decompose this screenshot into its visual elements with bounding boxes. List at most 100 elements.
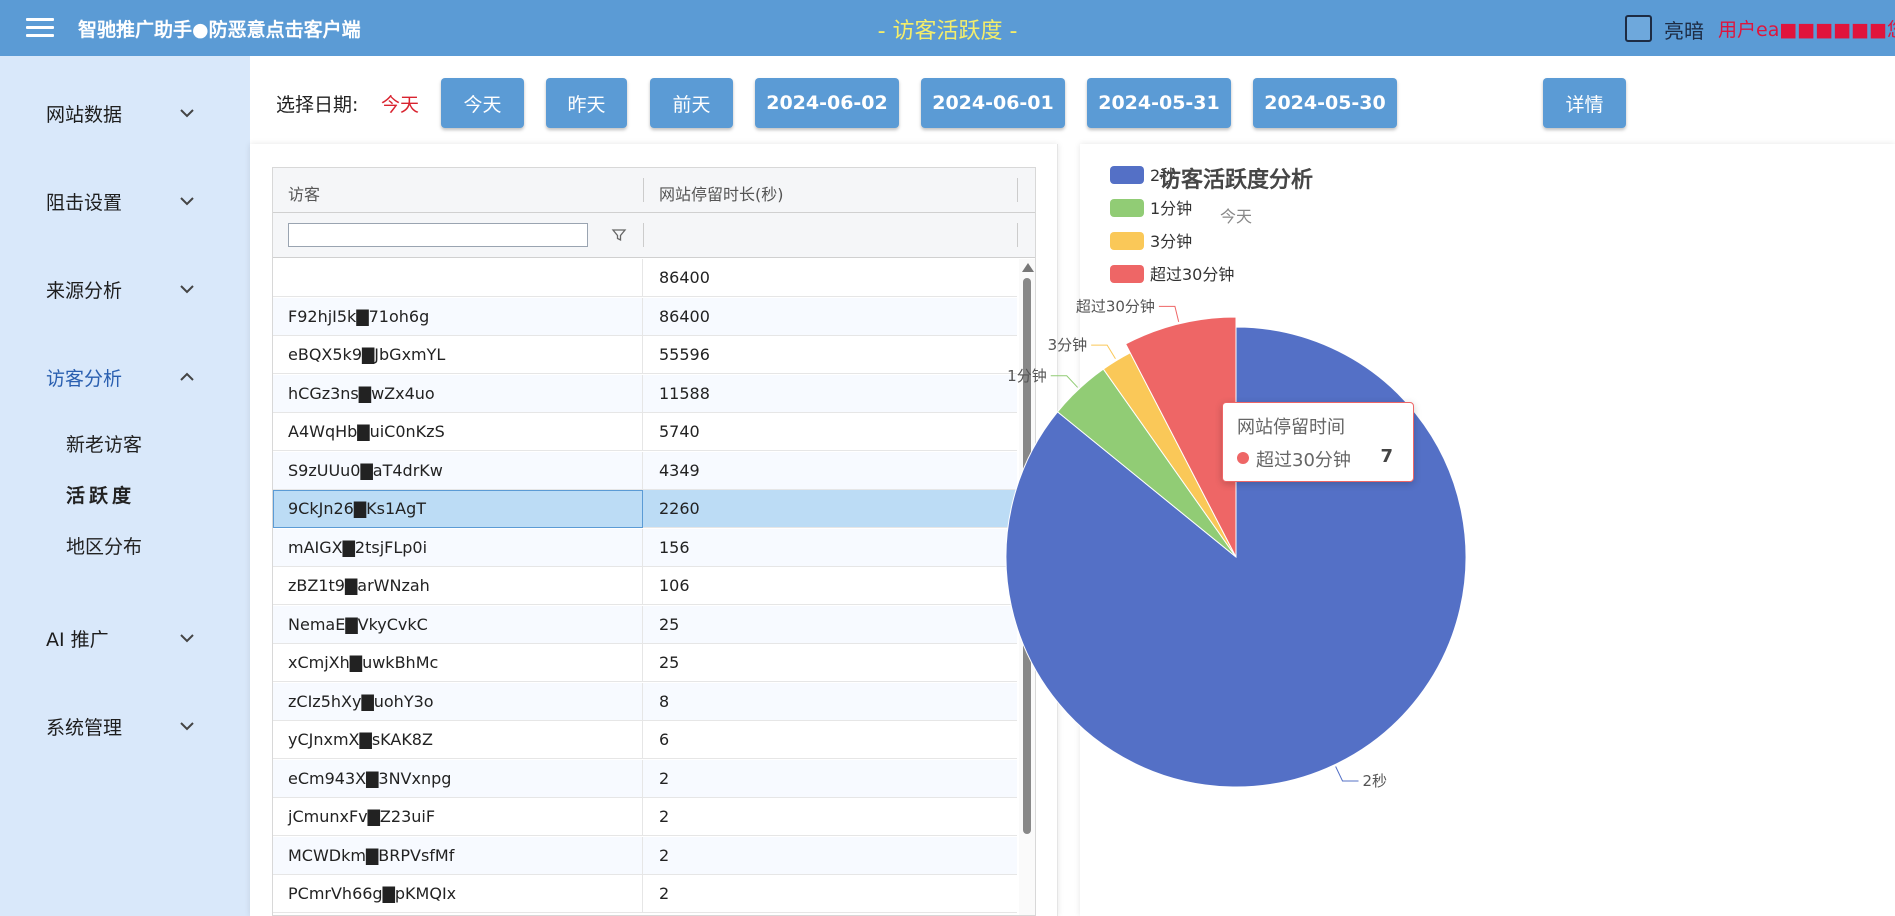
pie-slices xyxy=(1005,316,1467,788)
table-row[interactable]: xCmjXh▇uwkBhMc 25 xyxy=(273,644,1017,682)
visitor-filter-input[interactable] xyxy=(288,223,588,247)
date-2024-06-01-button[interactable]: 2024-06-01 xyxy=(921,78,1065,128)
pie-label-line xyxy=(1158,305,1180,322)
table-row[interactable]: MCWDkm▇BRPVsfMf 2 xyxy=(273,836,1017,875)
visitor-cell[interactable]: zBZ1t9▇arWNzah xyxy=(273,567,643,605)
visitor-cell[interactable] xyxy=(273,259,643,297)
duration-cell[interactable]: 2 xyxy=(659,768,670,788)
filter-icon[interactable] xyxy=(611,227,627,243)
sidebar-item-label: 来源分析 xyxy=(46,280,123,302)
table-row[interactable]: F92hjI5k▇71oh6g 86400 xyxy=(273,297,1017,336)
date-2024-06-02-button[interactable]: 2024-06-02 xyxy=(755,78,899,128)
duration-cell[interactable]: 6 xyxy=(659,730,670,749)
duration-cell[interactable]: 156 xyxy=(659,537,690,557)
sidebar-item-site-data[interactable]: 网站数据 xyxy=(0,90,250,134)
legend-item[interactable]: 1分钟 xyxy=(1110,199,1192,218)
duration-cell[interactable]: 2 xyxy=(659,884,670,903)
date-yesterday-button[interactable]: 昨天 xyxy=(546,78,627,128)
duration-cell[interactable]: 4349 xyxy=(659,460,700,480)
menu-icon[interactable] xyxy=(26,18,54,38)
table-row[interactable]: eBQX5k9▇JbGxmYL 55596 xyxy=(273,336,1017,374)
duration-cell[interactable]: 25 xyxy=(659,614,680,634)
sidebar-subitem-new-old-visitors[interactable]: 新老访客 xyxy=(66,434,143,456)
column-divider xyxy=(643,223,644,247)
visitor-cell[interactable]: zCIz5hXy▇uohY3o xyxy=(273,682,643,721)
column-header-duration[interactable]: 网站停留时长(秒) xyxy=(659,185,784,204)
table-row[interactable]: mAIGX▇2tsjFLp0i 156 xyxy=(273,528,1017,567)
table-row[interactable]: 86400 xyxy=(273,259,1017,297)
table-row[interactable]: PCmrVh66g▇pKMQIx 2 xyxy=(273,875,1017,913)
visitor-cell[interactable]: F92hjI5k▇71oh6g xyxy=(273,297,643,336)
duration-cell[interactable]: 2 xyxy=(659,845,670,865)
duration-cell[interactable]: 106 xyxy=(659,576,690,595)
sidebar-item-block-settings[interactable]: 阻击设置 xyxy=(0,178,250,222)
date-day-before-button[interactable]: 前天 xyxy=(650,78,733,128)
detail-button[interactable]: 详情 xyxy=(1543,78,1626,128)
visitor-cell[interactable]: mAIGX▇2tsjFLp0i xyxy=(273,528,643,567)
visitor-cell[interactable]: S9zUUu0▇aT4drKw xyxy=(273,451,643,490)
duration-cell[interactable]: 2260 xyxy=(659,499,700,518)
sidebar-subitem-activity[interactable]: 活跃度 xyxy=(66,485,136,507)
duration-cell[interactable]: 5740 xyxy=(659,422,700,441)
chart-title: 访客活跃度分析 xyxy=(1159,167,1313,193)
table-row[interactable]: A4WqHb▇uiC0nKzS 5740 xyxy=(273,413,1017,451)
column-divider[interactable] xyxy=(1017,178,1018,202)
legend-item[interactable]: 3分钟 xyxy=(1110,232,1192,251)
pie-label: 3分钟 xyxy=(1048,336,1088,354)
table-header: 访客 网站停留时长(秒) xyxy=(273,168,1035,213)
theme-toggle-checkbox[interactable] xyxy=(1625,15,1652,42)
sidebar-item-label: 阻击设置 xyxy=(46,192,123,214)
duration-cell[interactable]: 8 xyxy=(659,691,670,711)
legend-swatch xyxy=(1110,232,1144,250)
legend-item[interactable]: 2秒 xyxy=(1110,166,1176,185)
table-row[interactable]: hCGz3ns▇wZx4uo 11588 xyxy=(273,374,1017,413)
visitor-cell[interactable]: jCmunxFv▇Z23uiF xyxy=(273,798,643,836)
column-divider xyxy=(1017,223,1018,247)
table-row[interactable]: NemaE▇VkyCvkC 25 xyxy=(273,605,1017,644)
tooltip-series-dot xyxy=(1237,452,1249,464)
visitor-cell[interactable]: eCm943X▇3NVxnpg xyxy=(273,759,643,798)
visitor-cell[interactable]: 9CkJn26▇Ks1AgT xyxy=(273,490,643,528)
chevron-down-icon xyxy=(180,722,194,731)
duration-cell[interactable]: 86400 xyxy=(659,268,710,287)
visitor-cell[interactable]: xCmjXh▇uwkBhMc xyxy=(273,644,643,682)
column-divider[interactable] xyxy=(643,178,644,202)
tooltip-value: 7 xyxy=(1380,446,1393,467)
table-row[interactable]: zCIz5hXy▇uohY3o 8 xyxy=(273,682,1017,721)
visitor-cell[interactable]: yCJnxmX▇sKAK8Z xyxy=(273,721,643,759)
sidebar-subitem-region[interactable]: 地区分布 xyxy=(66,536,143,558)
table-row[interactable]: yCJnxmX▇sKAK8Z 6 xyxy=(273,721,1017,759)
duration-cell[interactable]: 2 xyxy=(659,807,670,826)
visitor-cell[interactable]: A4WqHb▇uiC0nKzS xyxy=(273,413,643,451)
visitor-cell[interactable]: NemaE▇VkyCvkC xyxy=(273,605,643,644)
visitor-cell[interactable]: eBQX5k9▇JbGxmYL xyxy=(273,336,643,374)
visitor-cell[interactable]: MCWDkm▇BRPVsfMf xyxy=(273,836,643,875)
date-2024-05-31-button[interactable]: 2024-05-31 xyxy=(1087,78,1231,128)
visitor-cell[interactable]: hCGz3ns▇wZx4uo xyxy=(273,374,643,413)
date-2024-05-30-button[interactable]: 2024-05-30 xyxy=(1253,78,1397,128)
visitor-cell[interactable]: PCmrVh66g▇pKMQIx xyxy=(273,875,643,913)
duration-cell[interactable]: 25 xyxy=(659,653,680,672)
duration-cell[interactable]: 11588 xyxy=(659,383,710,403)
theme-toggle-label[interactable]: 亮暗 xyxy=(1664,19,1704,43)
table-row[interactable]: S9zUUu0▇aT4drKw 4349 xyxy=(273,451,1017,490)
sidebar-item-ai-promotion[interactable]: AI 推广 xyxy=(0,615,250,659)
sidebar-item-source-analysis[interactable]: 来源分析 xyxy=(0,266,250,310)
duration-cell[interactable]: 55596 xyxy=(659,345,710,364)
pie-slice[interactable] xyxy=(1124,316,1237,558)
table-row[interactable]: zBZ1t9▇arWNzah 106 xyxy=(273,567,1017,605)
table-row[interactable]: jCmunxFv▇Z23uiF 2 xyxy=(273,798,1017,836)
column-header-visitor[interactable]: 访客 xyxy=(288,185,321,204)
date-today-button[interactable]: 今天 xyxy=(441,78,524,128)
duration-cell[interactable]: 86400 xyxy=(659,306,710,326)
table-row[interactable]: 9CkJn26▇Ks1AgT 2260 xyxy=(273,490,1017,528)
sidebar-item-system-management[interactable]: 系统管理 xyxy=(0,703,250,747)
sidebar-item-label: 系统管理 xyxy=(46,717,123,739)
sidebar-item-visitor-analysis[interactable]: 访客分析 xyxy=(0,354,250,398)
chevron-down-icon xyxy=(180,634,194,643)
table-row[interactable]: eCm943X▇3NVxnpg 2 xyxy=(273,759,1017,798)
legend-item[interactable]: 超过30分钟 xyxy=(1110,265,1234,284)
scroll-up-arrow-icon[interactable] xyxy=(1022,263,1034,272)
pie-label: 1分钟 xyxy=(1007,367,1047,385)
